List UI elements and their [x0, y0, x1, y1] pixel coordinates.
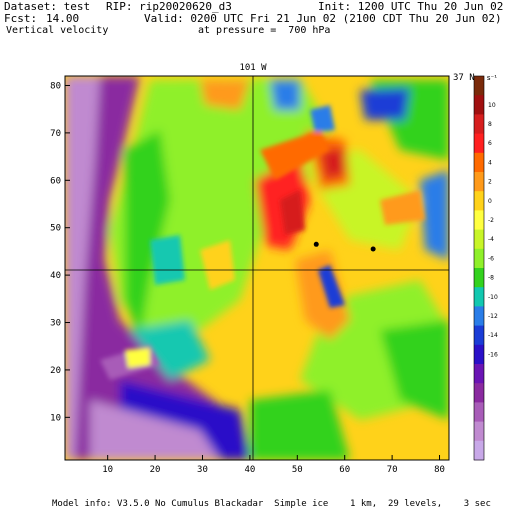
y-tick-label: 20	[50, 366, 61, 376]
colorbar-label: 8	[488, 121, 492, 128]
colorbar-swatch	[474, 268, 484, 288]
model-info: Model info: V3.5.0 No Cumulus Blackadar …	[52, 499, 491, 509]
marker-point-b	[370, 246, 376, 252]
colorbar-label: -8	[488, 275, 494, 282]
x-tick-label: 60	[339, 465, 350, 475]
y-tick-label: 30	[50, 319, 61, 329]
init-label: Init: 1200 UTC Thu 20 Jun 02	[318, 0, 504, 13]
colorbar-swatch	[474, 248, 484, 269]
colorbar-swatch	[474, 344, 484, 365]
y-axis: 10 20 30 40 50 60 70 80	[50, 81, 70, 423]
colorbar-swatch	[474, 402, 484, 423]
colorbar-swatch	[474, 229, 484, 250]
colorbar-swatch	[474, 306, 484, 327]
colorbar-swatch	[474, 133, 484, 154]
colorbar-label: 10	[488, 102, 496, 109]
colorbar-label: -16	[488, 351, 498, 358]
colorbar-swatch	[474, 440, 484, 461]
x-tick-label: 30	[197, 465, 208, 475]
colorbar-swatch	[474, 421, 484, 442]
x-tick-label: 70	[387, 465, 398, 475]
field-name: Vertical velocity	[6, 25, 109, 36]
colorbar-label: 6	[488, 140, 492, 147]
contour-field	[65, 76, 449, 460]
x-tick-label: 80	[434, 465, 445, 475]
colorbar-label: 4	[488, 159, 492, 166]
rip-label: RIP: rip20020620_d3	[106, 0, 232, 13]
colorbar-label: 0	[488, 198, 492, 205]
meridian-label: 101 W	[239, 63, 267, 73]
x-tick-label: 50	[292, 465, 303, 475]
colorbar-label: -2	[488, 217, 494, 224]
colorbar-swatch	[474, 114, 484, 135]
colorbar-swatch	[474, 287, 484, 307]
colorbar-frame	[473, 75, 485, 461]
colorbar: 10 8 6 4 2 0 -2 -4 -6 -8 -10 -12 -14 -16	[473, 75, 498, 461]
units-label: cm s⁻¹	[474, 74, 497, 82]
colorbar-label: 2	[488, 179, 492, 186]
markers	[313, 241, 376, 252]
y-tick-label: 70	[50, 129, 61, 139]
map-frame	[64, 75, 450, 461]
colorbar-label: -10	[488, 294, 498, 301]
y-tick-label: 60	[50, 176, 61, 186]
y-tick-label: 50	[50, 224, 61, 234]
marker-point-a	[313, 241, 319, 247]
level-label: at pressure = 700 hPa	[198, 25, 331, 36]
colorbar-swatch	[474, 191, 484, 211]
colorbar-label: -12	[488, 313, 498, 320]
y-tick-label: 10	[50, 413, 61, 423]
colorbar-swatch	[474, 364, 484, 384]
colorbar-label: -6	[488, 255, 494, 262]
colorbar-swatch	[474, 152, 484, 173]
x-tick-label: 40	[244, 465, 255, 475]
valid-label: Valid: 0200 UTC Fri 21 Jun 02 (2100 CDT …	[144, 12, 502, 25]
fcst-label: Fcst:	[4, 12, 38, 25]
colorbar-swatch	[474, 172, 484, 192]
colorbar-swatch	[474, 210, 484, 231]
colorbar-swatch	[474, 383, 484, 403]
colorbar-label: -14	[488, 332, 498, 339]
colorbar-swatch	[474, 95, 484, 115]
fcst-value: 14.00	[46, 12, 80, 25]
parallel-label: 37 N	[453, 73, 475, 83]
colorbar-swatch	[474, 325, 484, 346]
x-tick-label: 20	[150, 465, 161, 475]
y-tick-label: 40	[50, 271, 61, 281]
colorbar-swatch	[474, 76, 484, 96]
y-tick-label: 80	[50, 81, 61, 91]
dataset-label: Dataset: test	[4, 0, 91, 13]
colorbar-label: -4	[488, 236, 494, 243]
x-axis: 10 20 30 40 50 60 70 80	[102, 455, 445, 475]
x-tick-label: 10	[102, 465, 113, 475]
